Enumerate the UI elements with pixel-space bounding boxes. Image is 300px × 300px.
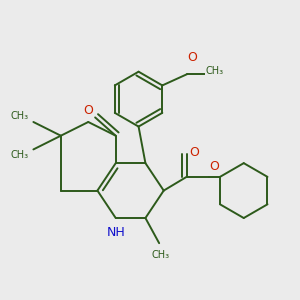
Text: NH: NH xyxy=(106,226,125,239)
Text: O: O xyxy=(209,160,219,173)
Text: CH₃: CH₃ xyxy=(11,111,29,121)
Text: CH₃: CH₃ xyxy=(11,150,29,160)
Text: O: O xyxy=(83,104,93,117)
Text: O: O xyxy=(190,146,200,159)
Text: CH₃: CH₃ xyxy=(206,66,224,76)
Text: O: O xyxy=(187,52,197,64)
Text: CH₃: CH₃ xyxy=(151,250,169,260)
